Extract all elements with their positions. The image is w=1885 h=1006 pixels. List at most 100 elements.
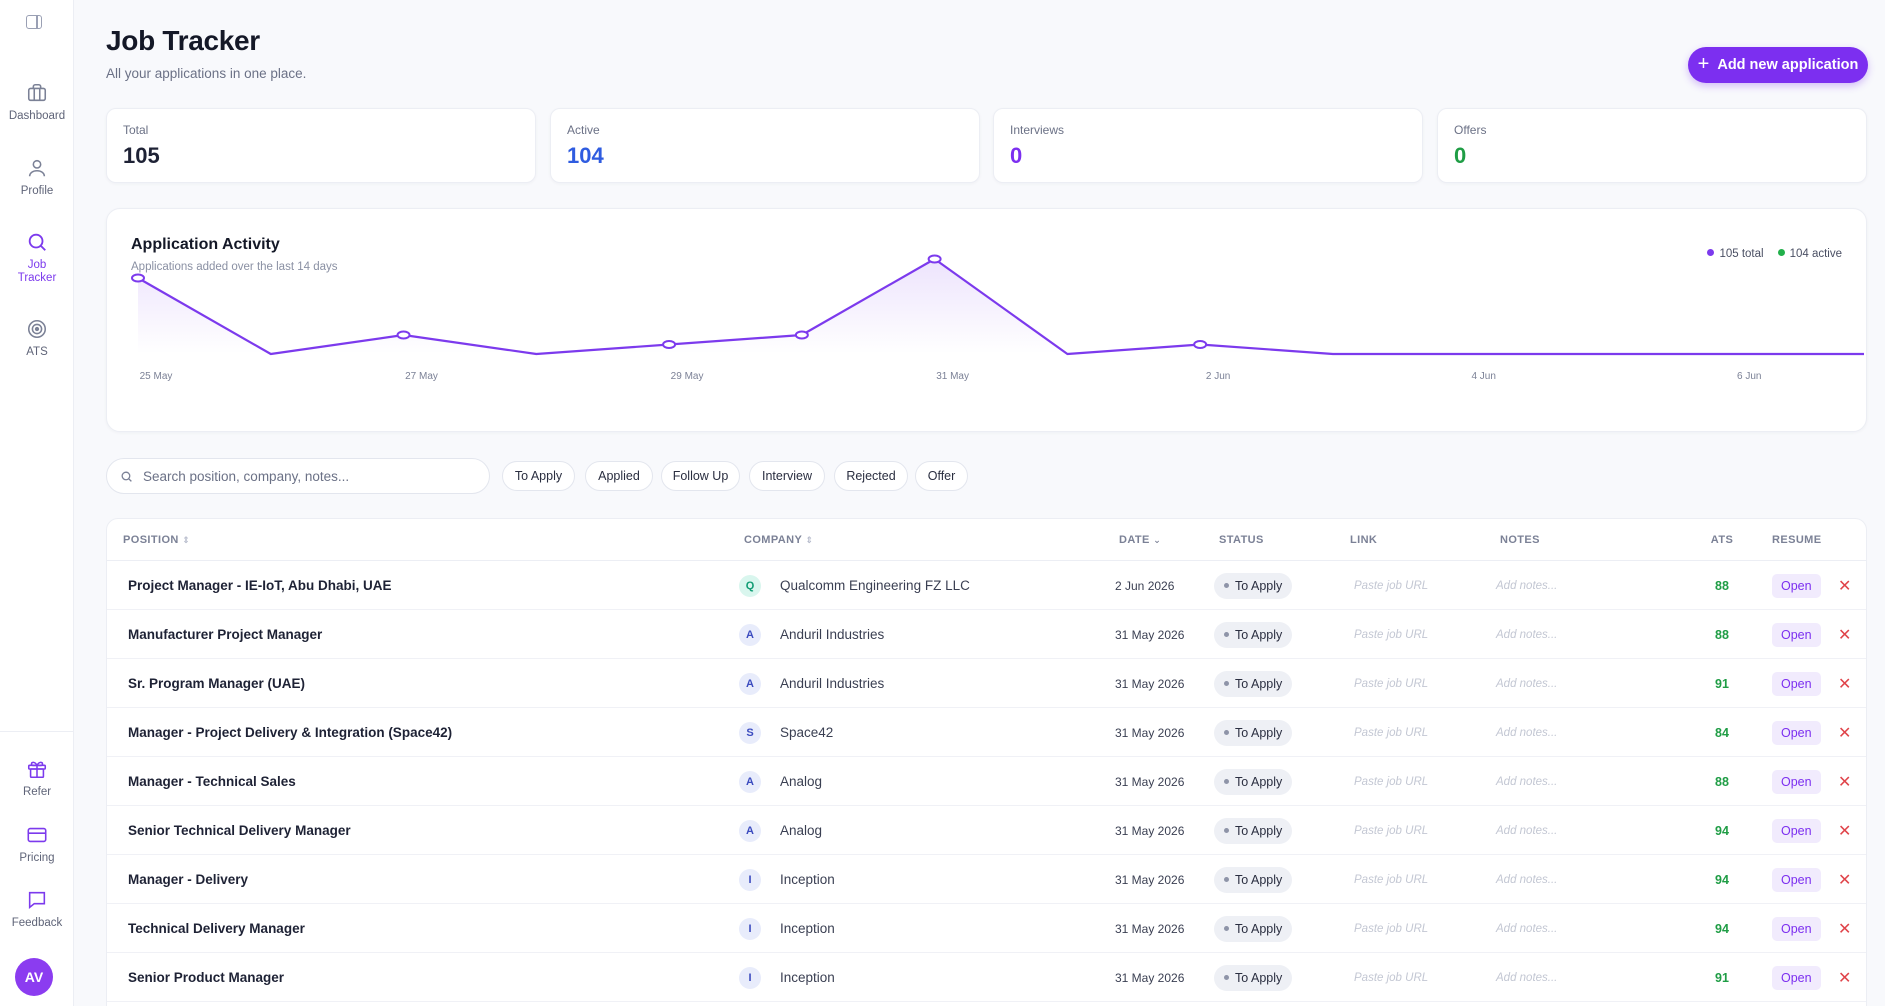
open-resume-button[interactable]: Open (1772, 610, 1821, 659)
job-link-input[interactable]: Paste job URL (1354, 677, 1429, 690)
position-title[interactable]: Sr. Program Manager (UAE) (128, 676, 306, 691)
position-title[interactable]: Senior Product Manager (128, 970, 285, 985)
table-row[interactable]: Technical Delivery Manager I Inception 31 M… (107, 904, 1866, 953)
delete-row-icon[interactable]: ✕ (1838, 822, 1852, 840)
data-point[interactable] (794, 330, 809, 340)
data-point[interactable] (396, 330, 411, 340)
status-badge[interactable]: To Apply (1214, 806, 1293, 855)
sidebar-item-job-tracker[interactable]: Job Tracker (0, 231, 74, 285)
position-title[interactable]: Technical Delivery Manager (128, 921, 305, 936)
filter-applied[interactable]: Applied (585, 461, 653, 491)
notes-input[interactable]: Add notes... (1496, 922, 1558, 935)
sidebar-item-ats[interactable]: ATS (0, 318, 74, 359)
job-link-input[interactable]: Paste job URL (1354, 971, 1429, 984)
notes-input[interactable]: Add notes... (1496, 579, 1558, 592)
table-row[interactable]: Manager - Project Delivery & Integration… (107, 708, 1866, 757)
notes-input[interactable]: Add notes... (1496, 873, 1558, 886)
table-row[interactable]: Project Manager - IE-IoT, Abu Dhabi, UAE… (107, 561, 1866, 610)
job-link-input[interactable]: Paste job URL (1354, 873, 1429, 886)
stat-card-active: Active 104 (550, 108, 980, 183)
status-label: To Apply (1214, 768, 1293, 795)
data-point[interactable] (662, 340, 677, 349)
column-header-position[interactable]: POSITION ⇕ (123, 534, 190, 546)
open-resume-button[interactable]: Open (1772, 659, 1821, 708)
position-title[interactable]: Senior Technical Delivery Manager (128, 823, 351, 838)
search-input[interactable] (143, 459, 473, 493)
chart-subtitle: Applications added over the last 14 days (131, 261, 338, 273)
open-resume-button[interactable]: Open (1772, 806, 1821, 855)
delete-row-icon[interactable]: ✕ (1838, 724, 1852, 742)
job-link-input[interactable]: Paste job URL (1354, 824, 1429, 837)
open-resume-button[interactable]: Open (1772, 904, 1821, 953)
filter-interview[interactable]: Interview (749, 461, 825, 491)
status-badge[interactable]: To Apply (1214, 610, 1293, 659)
column-header-date[interactable]: DATE ⌄ (1119, 534, 1161, 546)
sidebar-item-dashboard[interactable]: Dashboard (0, 82, 74, 123)
add-new-application-button[interactable]: + Add new application (1688, 47, 1868, 83)
open-resume-button[interactable]: Open (1772, 953, 1821, 1002)
delete-row-icon[interactable]: ✕ (1838, 871, 1852, 889)
position-title[interactable]: Manager - Delivery (128, 872, 249, 887)
table-row[interactable]: Senior Technical Delivery Manager A Analog… (107, 806, 1866, 855)
avatar[interactable]: AV (15, 958, 53, 996)
status-badge[interactable]: To Apply (1214, 708, 1293, 757)
stat-label: Total (123, 123, 149, 137)
page-title: Job Tracker (106, 25, 260, 56)
column-header-company[interactable]: COMPANY ⇕ (744, 534, 813, 546)
position-title[interactable]: Manufacturer Project Manager (128, 627, 323, 642)
delete-row-icon[interactable]: ✕ (1838, 626, 1852, 644)
notes-input[interactable]: Add notes... (1496, 824, 1558, 837)
delete-row-icon[interactable]: ✕ (1838, 675, 1852, 693)
job-link-input[interactable]: Paste job URL (1354, 628, 1429, 641)
delete-row-icon[interactable]: ✕ (1838, 969, 1852, 987)
data-point[interactable] (1193, 340, 1208, 349)
sidebar-toggle-icon[interactable] (26, 15, 42, 29)
sidebar: Dashboard Profile Job Tracker ATS Refer … (0, 0, 74, 1006)
status-badge[interactable]: To Apply (1214, 904, 1293, 953)
job-link-input[interactable]: Paste job URL (1354, 775, 1429, 788)
open-resume-label: Open (1772, 818, 1821, 843)
notes-input[interactable]: Add notes... (1496, 677, 1558, 690)
applications-table: POSITION ⇕ COMPANY ⇕ DATE ⌄ STATUS LINK … (106, 518, 1867, 1006)
data-point[interactable] (131, 273, 145, 283)
sidebar-item-refer[interactable]: Refer (0, 758, 74, 799)
status-badge[interactable]: To Apply (1214, 659, 1293, 708)
position-title[interactable]: Manager - Technical Sales (128, 774, 296, 789)
status-badge[interactable]: To Apply (1214, 561, 1293, 610)
notes-input[interactable]: Add notes... (1496, 971, 1558, 984)
filter-rejected[interactable]: Rejected (834, 461, 908, 491)
open-resume-button[interactable]: Open (1772, 561, 1821, 610)
status-badge[interactable]: To Apply (1214, 855, 1293, 904)
status-badge[interactable]: To Apply (1214, 757, 1293, 806)
notes-input[interactable]: Add notes... (1496, 628, 1558, 641)
filter-to-apply[interactable]: To Apply (502, 461, 575, 491)
delete-row-icon[interactable]: ✕ (1838, 577, 1852, 595)
job-link-input[interactable]: Paste job URL (1354, 579, 1429, 592)
delete-row-icon[interactable]: ✕ (1838, 773, 1852, 791)
sidebar-item-profile[interactable]: Profile (0, 157, 74, 198)
x-tick-label: 27 May (405, 371, 438, 382)
delete-row-icon[interactable]: ✕ (1838, 920, 1852, 938)
open-resume-button[interactable]: Open (1772, 855, 1821, 904)
filter-follow-up[interactable]: Follow Up (661, 461, 740, 491)
status-badge[interactable]: To Apply (1214, 953, 1293, 1002)
table-row[interactable]: Manufacturer Project Manager A Anduril Ind… (107, 610, 1866, 659)
data-point[interactable] (927, 254, 942, 264)
notes-input[interactable]: Add notes... (1496, 775, 1558, 788)
status-label: To Apply (1214, 866, 1293, 893)
sidebar-item-feedback[interactable]: Feedback (0, 889, 74, 930)
filter-offer[interactable]: Offer (915, 461, 968, 491)
open-resume-button[interactable]: Open (1772, 757, 1821, 806)
job-link-input[interactable]: Paste job URL (1354, 726, 1429, 739)
job-link-input[interactable]: Paste job URL (1354, 922, 1429, 935)
table-row[interactable]: Manager - Delivery I Inception 31 May 2026 T… (107, 855, 1866, 904)
legend-dot-active (1777, 249, 1785, 256)
position-title[interactable]: Project Manager - IE-IoT, Abu Dhabi, UAE (128, 578, 392, 593)
table-row[interactable]: Senior Product Manager I Inception 31 May 2… (107, 953, 1866, 1002)
sidebar-item-pricing[interactable]: Pricing (0, 824, 74, 865)
table-row[interactable]: Sr. Program Manager (UAE) A Anduril Indust… (107, 659, 1866, 708)
position-title[interactable]: Manager - Project Delivery & Integration… (128, 725, 453, 740)
open-resume-button[interactable]: Open (1772, 708, 1821, 757)
notes-input[interactable]: Add notes... (1496, 726, 1558, 739)
table-row[interactable]: Manager - Technical Sales A Analog 31 May 2… (107, 757, 1866, 806)
